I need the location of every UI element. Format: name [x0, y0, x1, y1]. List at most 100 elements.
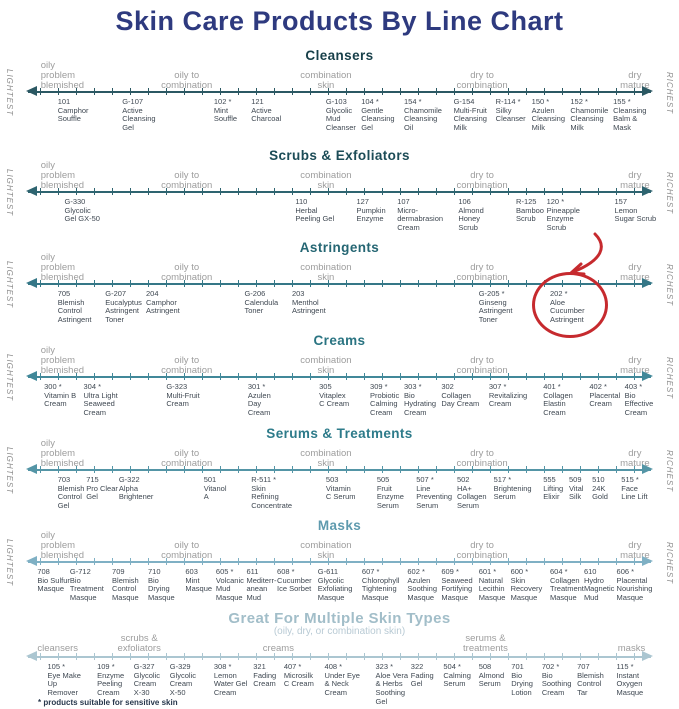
product-309: 309 * Probiotic Calming Cream	[370, 382, 424, 418]
product-name: Almond Serum	[478, 670, 505, 689]
skin-category-label: cleansers	[37, 643, 79, 654]
product-152: 152 * Chamomile Cleansing Milk	[570, 97, 624, 133]
product-code: 408 *	[324, 662, 343, 671]
product-code: 303 *	[404, 382, 422, 391]
product-510: 510 24K Gold	[592, 475, 646, 502]
product-code: 300 *	[44, 382, 62, 391]
product-name: Multi-Fruit Cream	[166, 390, 200, 409]
product-408: 408 * Under Eye & Neck Cream	[324, 662, 379, 698]
product-name: Pro Clear Gel	[86, 483, 118, 502]
product-g-329: G-329 Glycolic Cream X-50	[170, 662, 224, 698]
product-code: G-323	[166, 382, 188, 391]
product-name: Mint Masque	[185, 575, 213, 594]
product-321: 321 Fading Cream	[253, 662, 307, 689]
section-masks: Masks oily problem blemished oily to combi…	[0, 516, 679, 608]
richest-label: RICHEST	[665, 263, 674, 307]
product-code: R-511 *	[251, 475, 277, 484]
product-code: 150 *	[531, 97, 550, 106]
product-106: 106 Almond Honey Scrub	[458, 197, 512, 233]
product-code: G-107	[122, 97, 144, 106]
lightest-label: LIGHTEST	[5, 261, 14, 309]
product-name: Blemish Control Masque	[112, 575, 139, 602]
product-code: R-114 *	[495, 97, 521, 106]
product-203: 203 Menthol Astringent	[292, 289, 346, 316]
product-157: 157 Lemon Sugar Scrub	[614, 197, 668, 224]
spectrum-axis	[26, 278, 653, 288]
spectrum-axis	[26, 371, 653, 381]
skin-category-label: combination skin	[300, 170, 352, 191]
section-title-astringents: Astringents	[299, 240, 380, 255]
product-code: 504 *	[443, 662, 461, 671]
arrowhead-left-icon	[26, 464, 37, 474]
product-715: 715 Pro Clear Gel	[86, 475, 140, 502]
section-serums-treatments: Serums & Treatments oily problem blemishe…	[0, 424, 679, 516]
product-709: 709 Blemish Control Masque	[112, 567, 166, 603]
arrowhead-right-icon	[642, 86, 653, 96]
product-601: 601 * Natural Lecithin Masque	[479, 567, 533, 603]
product-name: Calming Serum	[443, 670, 471, 689]
product-120: 120 * Pineapple Enzyme Scrub	[547, 197, 601, 233]
skin-category-label: oily to combination	[161, 262, 213, 283]
section-creams: Creams oily problem blemished oily to comb…	[0, 331, 679, 423]
product-name: Collagen Day Cream	[441, 390, 480, 409]
product-name: Under Eye & Neck Cream	[324, 670, 360, 697]
product-555: 555 Lifting Elixir	[543, 475, 597, 502]
arrowhead-right-icon	[642, 556, 653, 566]
product-name: Multi-Fruit Cleansing Milk	[453, 105, 487, 132]
product-301: 301 * Azulen Day Cream	[248, 382, 302, 418]
product-602: 602 * Azulen Soothing Masque	[407, 567, 461, 603]
skin-category-label: combination skin	[300, 355, 352, 376]
product-305: 305 Vitaplex C Cream	[319, 382, 373, 409]
product-504: 504 * Calming Serum	[443, 662, 497, 689]
product-204: 204 Camphor Astringent	[145, 289, 200, 316]
product-code: 402 *	[589, 382, 607, 391]
product-code: 501	[203, 475, 217, 484]
product-name: Lifting Elixir	[543, 483, 564, 502]
product-303: 303 * Bio Hydrating Cream	[404, 382, 458, 418]
product-code: G-327	[133, 662, 155, 671]
axis-tick-marks	[40, 653, 639, 660]
product-code: G-712	[69, 567, 91, 576]
skin-category-label: dry to combination	[456, 448, 508, 469]
section-scrubs-exfoliators: Scrubs & Exfoliators oily problem blemish…	[0, 146, 679, 238]
product-403: 403 * Bio Effective Cream	[624, 382, 679, 418]
product-name: HA+ Collagen Serum	[456, 483, 487, 510]
skin-category-label: dry to combination	[456, 70, 508, 91]
product-517: 517 * Brightening Serum	[494, 475, 548, 502]
product-code: 555	[543, 475, 556, 484]
product-code: 508	[478, 662, 492, 671]
product-name: Bio Soothing Cream	[541, 670, 572, 697]
skin-category-label: dry to combination	[456, 262, 508, 283]
skin-category-label: serums & treatments	[463, 633, 508, 654]
skin-category-label: dry to combination	[456, 170, 508, 191]
product-407: 407 * Microsilk C Cream	[284, 662, 338, 689]
skin-category-label: dry to combination	[456, 540, 508, 561]
axis-tick-marks	[40, 558, 639, 565]
product-code: 708	[37, 567, 50, 576]
product-600: 600 * Skin Recovery Masque	[510, 567, 565, 603]
product-name: Micro- dermabrasion Cream	[397, 205, 444, 232]
product-name: Alpha Brightener	[118, 483, 154, 502]
product-name: Cucumber Ice Sorbet	[277, 575, 312, 594]
product-name: Camphor Astringent	[145, 297, 180, 316]
product-302: 302 Collagen Day Cream	[441, 382, 495, 409]
skin-category-label: combination skin	[300, 540, 352, 561]
product-code: G-207	[105, 289, 127, 298]
product-code: 709	[112, 567, 125, 576]
product-code: G-322	[118, 475, 140, 484]
spectrum-axis	[26, 464, 653, 474]
section-cleansers: Cleansers oily problem blemished oily to c…	[0, 46, 679, 138]
product-name: Fruit Enzyme Serum	[376, 483, 404, 510]
product-name: Vitamin B Cream	[44, 390, 77, 409]
product-name: Vitanol A	[203, 483, 227, 502]
product-503: 503 Vitamin C Serum	[326, 475, 380, 502]
section-title-serums-treatments: Serums & Treatments	[266, 426, 413, 441]
skin-category-label: oily to combination	[161, 540, 213, 561]
arrowhead-right-icon	[642, 186, 653, 196]
arrowhead-left-icon	[26, 556, 37, 566]
product-code: 403 *	[624, 382, 643, 391]
product-name: Calendula Toner	[244, 297, 279, 316]
product-code: 600 *	[510, 567, 529, 576]
product-701: 701 Bio Drying Lotion	[511, 662, 565, 698]
product-name: Revitalizing Cream	[488, 390, 528, 409]
